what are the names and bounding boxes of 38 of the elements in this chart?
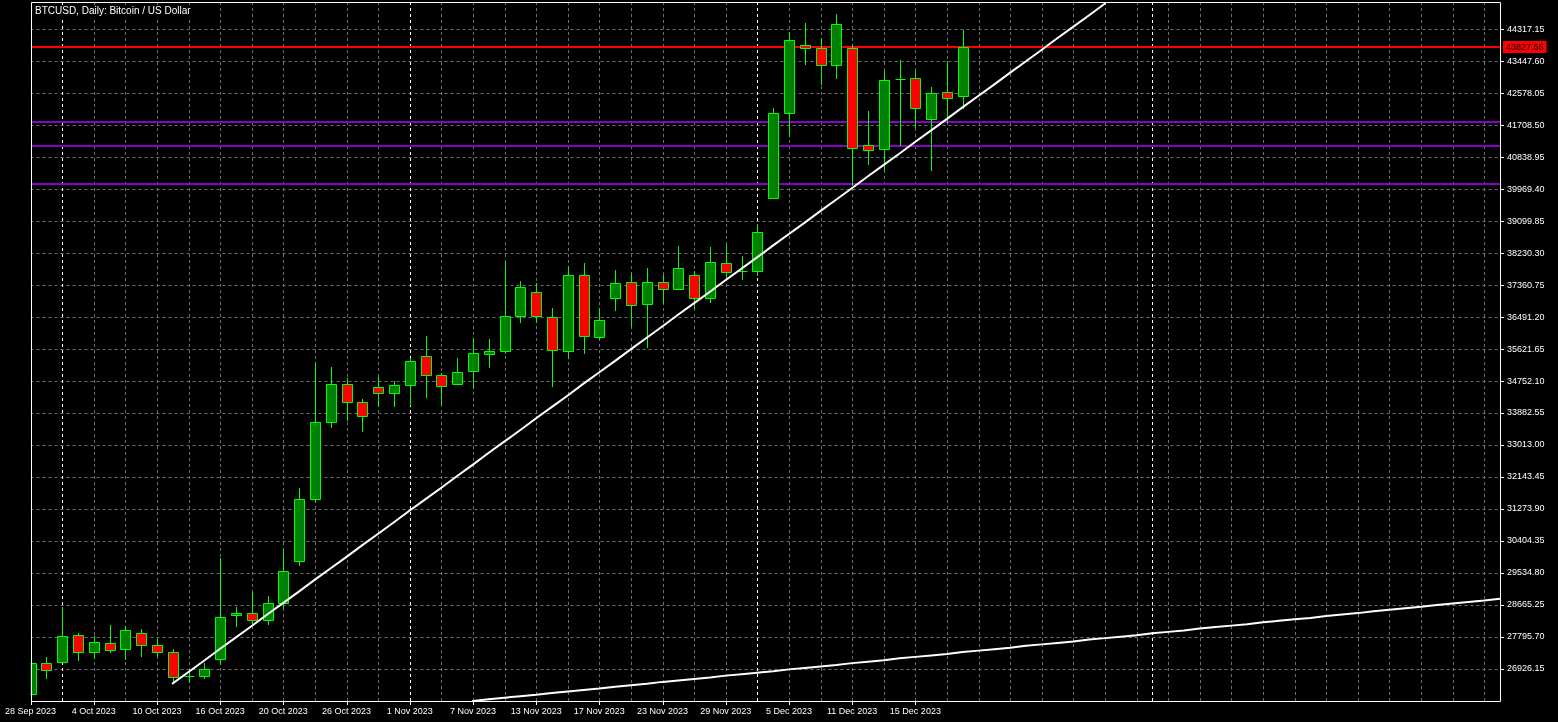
- x-tick-label: 10 Oct 2023: [132, 705, 182, 716]
- y-tick-label: 39099.85: [1507, 215, 1545, 226]
- x-tick-label: 13 Nov 2023: [510, 705, 562, 716]
- y-tick-label: 41708.50: [1507, 119, 1545, 130]
- ref-line-label: 43827.65: [1506, 41, 1544, 52]
- x-tick-label: 17 Nov 2023: [573, 705, 625, 716]
- y-tick-label: 37360.75: [1507, 279, 1545, 290]
- y-tick-label: 26926.15: [1507, 663, 1545, 674]
- x-tick-label: 26 Oct 2023: [322, 705, 372, 716]
- x-tick-label: 15 Dec 2023: [889, 705, 941, 716]
- x-tick-label: 11 Dec 2023: [826, 705, 878, 716]
- y-tick-label: 32143.45: [1507, 471, 1545, 482]
- y-tick-label: 36491.20: [1507, 311, 1545, 322]
- chart-title: BTCUSD, Daily: Bitcoin / US Dollar: [35, 4, 192, 16]
- y-tick-label: 30404.35: [1507, 535, 1545, 546]
- x-tick-label: 23 Nov 2023: [637, 705, 689, 716]
- x-tick-label: 16 Oct 2023: [195, 705, 245, 716]
- y-tick-label: 34752.10: [1507, 375, 1545, 386]
- y-tick-label: 33013.00: [1507, 439, 1545, 450]
- x-tick-label: 29 Nov 2023: [700, 705, 752, 716]
- y-tick-label: 31273.90: [1507, 503, 1545, 514]
- y-tick-label: 28665.25: [1507, 599, 1545, 610]
- y-tick-label: 39969.40: [1507, 183, 1545, 194]
- x-tick-label: 5 Dec 2023: [765, 705, 812, 716]
- y-tick-label: 40838.95: [1507, 151, 1545, 162]
- x-tick-label: 7 Nov 2023: [449, 705, 496, 716]
- y-tick-label: 42578.05: [1507, 87, 1545, 98]
- y-tick-label: 33882.55: [1507, 407, 1545, 418]
- y-tick-label: 27795.70: [1507, 631, 1545, 642]
- x-tick-label: 4 Oct 2023: [71, 705, 116, 716]
- x-tick-label: 28 Sep 2023: [5, 705, 57, 716]
- x-tick-label: 20 Oct 2023: [258, 705, 308, 716]
- y-tick-label: 44317.15: [1507, 23, 1545, 34]
- y-tick-label: 29534.80: [1507, 567, 1545, 578]
- x-tick-label: 1 Nov 2023: [386, 705, 433, 716]
- y-tick-label: 43447.60: [1507, 55, 1545, 66]
- y-tick-label: 35621.65: [1507, 343, 1545, 354]
- y-tick-label: 38230.30: [1507, 247, 1545, 258]
